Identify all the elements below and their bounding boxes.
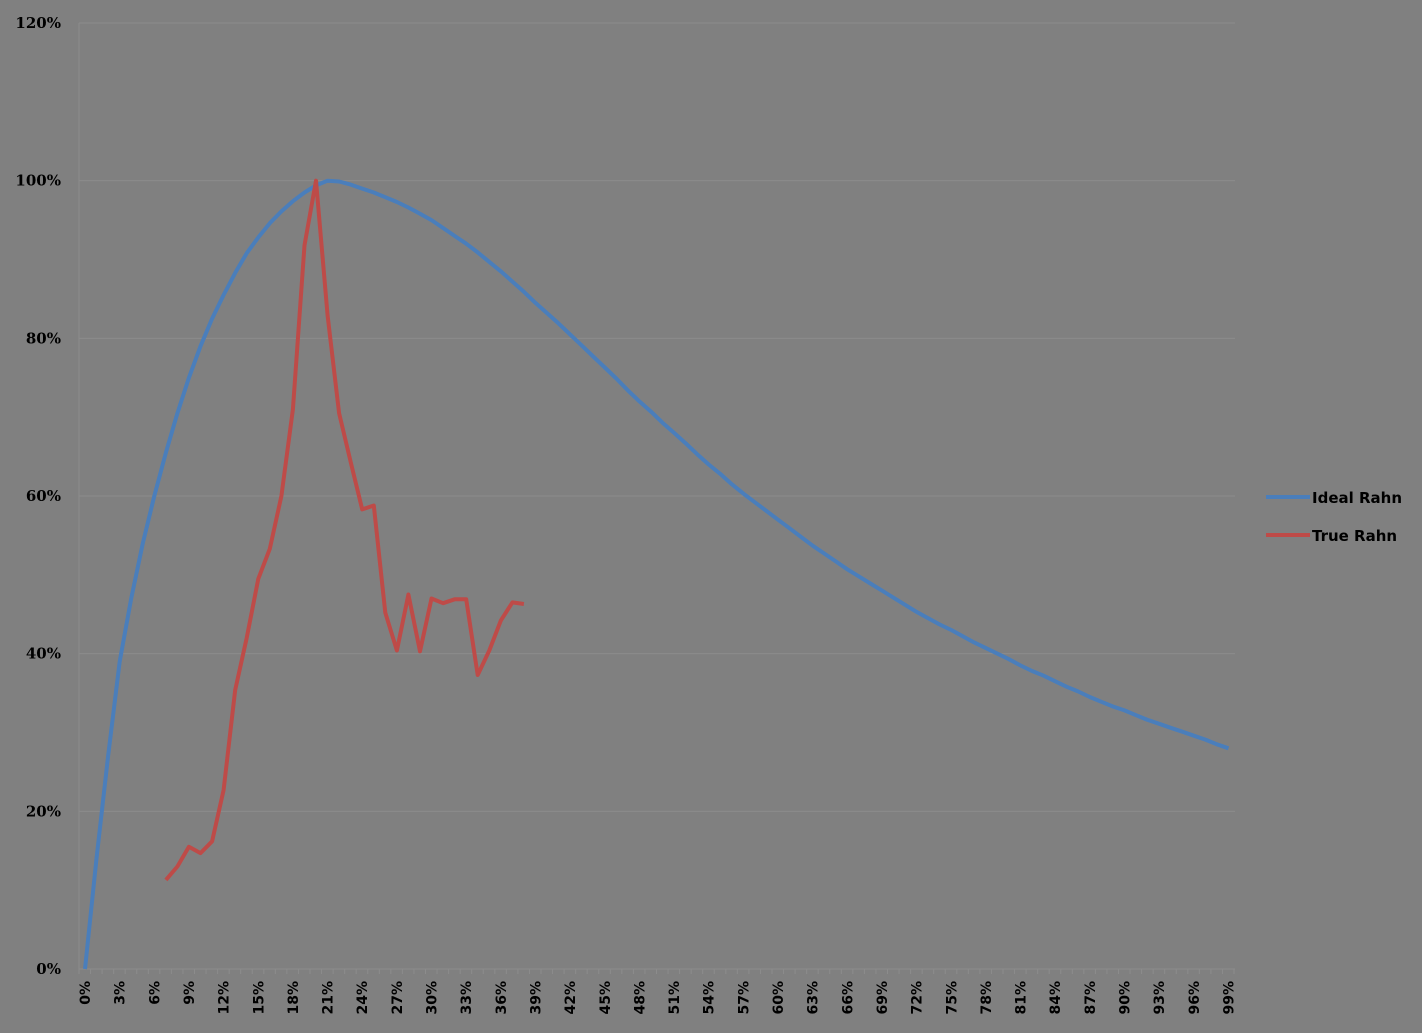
x-tick-label: 81% [1014,981,1030,1015]
y-axis-labels: 0% 20% 40% 60% 80% 100% 120% [15,14,61,978]
legend-label-true-rahn: True Rahn [1312,527,1397,545]
x-tick-label: 75% [944,981,960,1015]
x-tick-label: 66% [840,981,856,1015]
x-tick-label: 60% [771,981,787,1015]
x-tick-label: 39% [528,981,544,1015]
x-tick-label: 48% [632,981,648,1015]
y-tick-label: 20% [26,802,61,820]
x-tick-label: 54% [702,981,718,1015]
x-tick-label: 63% [806,981,822,1015]
x-tick-label: 27% [390,981,406,1015]
x-tick-label: 3% [113,981,129,1005]
x-tick-label: 9% [182,981,198,1005]
x-tick-label: 6% [147,981,163,1005]
y-tick-label: 100% [15,172,61,190]
y-tick-label: 0% [36,960,61,978]
y-tick-label: 40% [26,645,61,663]
x-tick-label: 69% [875,981,891,1015]
x-tick-label: 78% [979,981,995,1015]
x-tick-label: 96% [1187,981,1203,1015]
x-tick-label: 99% [1221,981,1237,1015]
x-tick-label: 57% [736,981,752,1015]
x-tick-label: 15% [251,981,267,1015]
y-tick-label: 80% [26,329,61,347]
x-tick-label: 87% [1083,981,1099,1015]
x-tick-label: 30% [425,981,441,1015]
x-tick-label: 33% [459,981,475,1015]
y-tick-label: 60% [26,487,61,505]
x-tick-label: 18% [286,981,302,1015]
legend-item-true-rahn[interactable]: True Rahn [1266,527,1397,545]
legend-label-ideal-rahn: Ideal Rahn [1312,489,1402,507]
y-tick-label: 120% [15,14,61,32]
gridlines [78,22,1235,970]
x-tick-label: 42% [563,981,579,1015]
x-tick-label: 90% [1118,981,1134,1015]
series-line-ideal-rahn [83,178,1230,970]
x-tick-label: 51% [667,981,683,1015]
plot-area [83,178,1230,970]
x-tick-label: 24% [355,981,371,1015]
legend-item-ideal-rahn[interactable]: Ideal Rahn [1266,489,1402,507]
x-tick-label: 21% [321,981,337,1015]
x-tick-label: 0% [78,981,94,1005]
x-tick-label: 45% [598,981,614,1015]
x-tick-label: 12% [217,981,233,1015]
x-tick-label: 93% [1152,981,1168,1015]
x-axis: 0% 3% 6% 9% 12% 15% 18% 21% 24% 27% 30% 33% 36% 39% 42… [78,969,1237,1015]
series-line-true-rahn [164,178,525,882]
x-tick-label: 72% [910,981,926,1015]
legend: Ideal Rahn True Rahn [1266,489,1402,545]
x-tick-label: 36% [494,981,510,1015]
x-tick-label: 84% [1048,981,1064,1015]
